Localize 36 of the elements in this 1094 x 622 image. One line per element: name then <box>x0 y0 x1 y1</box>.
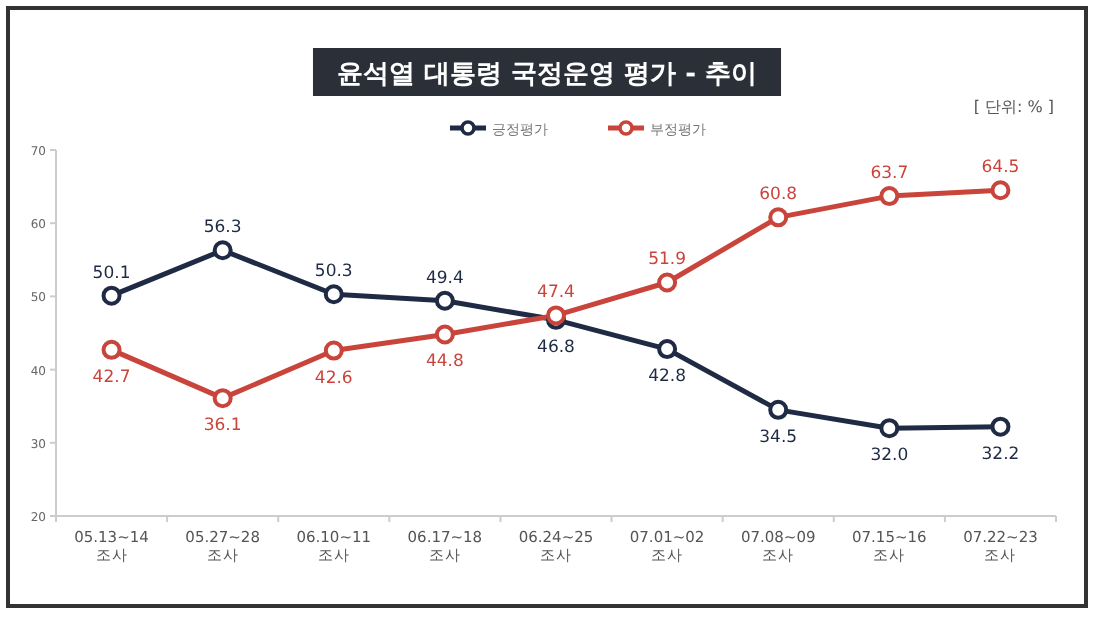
point <box>657 339 678 360</box>
data-label: 60.8 <box>759 185 798 206</box>
point <box>768 207 789 228</box>
point <box>990 416 1011 437</box>
data-label: 42.8 <box>648 367 687 388</box>
data-label: 49.4 <box>425 268 464 289</box>
point <box>323 284 344 305</box>
point <box>657 272 678 293</box>
text: [ 단위: % ] <box>973 98 1054 116</box>
point <box>212 388 233 409</box>
point <box>101 339 122 360</box>
data-label: 46.8 <box>537 337 575 358</box>
point <box>434 324 455 345</box>
point <box>212 240 233 261</box>
point <box>768 399 789 420</box>
point <box>323 340 344 361</box>
data-label: 50.3 <box>314 262 353 283</box>
point <box>879 186 900 207</box>
data-label: 36.1 <box>203 416 242 437</box>
point <box>101 285 122 306</box>
chart-title: 윤석열 대통령 국정운영 평가 - 추이 <box>336 60 758 90</box>
data-label: 50.1 <box>92 263 131 284</box>
data-label: 42.7 <box>92 367 131 388</box>
data-label: 32.0 <box>870 446 909 467</box>
data-label: 32.2 <box>981 444 1020 465</box>
data-label: 34.5 <box>759 427 798 448</box>
point <box>990 180 1011 201</box>
data-label: 56.3 <box>203 218 242 239</box>
data-label: 51.9 <box>648 250 687 271</box>
data-label: 44.8 <box>425 352 464 373</box>
data-label: 63.7 <box>870 164 909 185</box>
data-label: 42.6 <box>314 368 353 389</box>
data-label: 64.5 <box>981 158 1020 179</box>
point <box>434 290 455 311</box>
point <box>879 418 900 439</box>
data-label: 47.4 <box>537 283 575 304</box>
